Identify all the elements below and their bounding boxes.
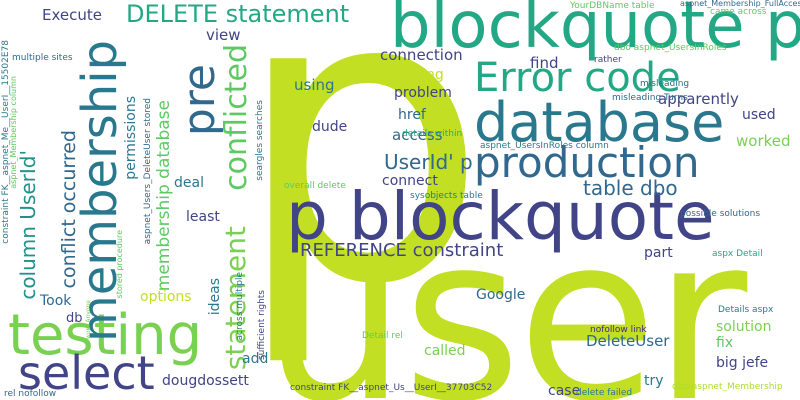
cloud-word: details within xyxy=(402,129,463,139)
cloud-word: Detail rel xyxy=(362,331,403,341)
cloud-word: add xyxy=(242,351,269,367)
cloud-word: Took xyxy=(40,293,72,309)
cloud-word: came across xyxy=(710,7,767,17)
cloud-word: Google xyxy=(476,287,526,303)
cloud-word: Error code xyxy=(474,55,681,101)
cloud-word: misleading Turns xyxy=(612,93,688,103)
cloud-word: permissions xyxy=(123,96,139,180)
cloud-word: across multiple xyxy=(235,272,245,341)
cloud-word: pre xyxy=(174,64,225,137)
cloud-word: p xyxy=(234,0,488,372)
cloud-word: aspx Detail xyxy=(712,249,763,259)
cloud-word: saying xyxy=(398,67,444,83)
cloud-word: sufficient rights xyxy=(257,290,267,361)
cloud-word: REFERENCE constraint xyxy=(300,240,504,261)
cloud-word: overall delete xyxy=(284,181,346,191)
cloud-word: YourDBName table xyxy=(570,1,655,11)
cloud-word: table dbo xyxy=(583,176,678,200)
cloud-word: db xyxy=(66,311,83,326)
cloud-word: connection xyxy=(380,46,463,64)
cloud-word: dude xyxy=(312,119,348,135)
cloud-word: aspnet_Membership_FullAccess role xyxy=(680,0,800,8)
cloud-word: production xyxy=(474,138,700,187)
cloud-word: access xyxy=(392,126,443,144)
cloud-word: href xyxy=(398,107,426,123)
cloud-word: UserId' p xyxy=(384,150,473,174)
cloud-word: membership database xyxy=(154,100,174,292)
cloud-word: worked xyxy=(736,132,791,150)
cloud-word: Execute xyxy=(42,6,102,24)
cloud-word: constraint FK__aspnet_Us__UserI__37703C5… xyxy=(290,383,493,393)
cloud-word: view xyxy=(206,26,241,44)
cloud-word: least xyxy=(186,209,220,225)
cloud-word: apparently xyxy=(658,90,739,108)
cloud-word: sysobjects table xyxy=(410,191,483,201)
cloud-word: nofollow link xyxy=(590,325,647,335)
cloud-word: rel nofollow xyxy=(4,389,57,399)
cloud-word: connect xyxy=(382,173,438,189)
cloud-word: multiple sites xyxy=(12,53,73,63)
cloud-word: possible solutions xyxy=(680,209,761,219)
cloud-word: rather xyxy=(594,55,622,65)
cloud-word: database xyxy=(474,91,725,154)
cloud-word: stored procedure xyxy=(115,230,124,299)
cloud-word: solution xyxy=(716,319,772,335)
cloud-word: select xyxy=(18,346,155,400)
cloud-word: seargles searches xyxy=(255,100,265,181)
cloud-word: p blockquote xyxy=(286,178,715,255)
cloud-word: fix xyxy=(716,335,734,351)
cloud-word: aspnet_UsersInRoles column xyxy=(480,141,609,151)
cloud-word: aspnet_Users_DeleteUser stored xyxy=(143,98,153,245)
cloud-word: ideas xyxy=(207,278,223,316)
cloud-word: options xyxy=(140,289,192,305)
cloud-word: big jefe xyxy=(716,355,769,371)
cloud-word: aspnet_Membership column xyxy=(9,76,18,189)
cloud-word: misleading xyxy=(640,79,690,89)
cloud-word: find xyxy=(530,54,559,72)
cloud-word: column UserId' xyxy=(16,150,40,300)
cloud-word: used xyxy=(742,107,776,123)
cloud-word: dbo aspnet_UsersInRoles xyxy=(614,43,727,53)
cloud-word: work Anyone xyxy=(85,300,92,340)
cloud-word: try xyxy=(644,373,664,389)
cloud-word: DeleteUser xyxy=(586,332,670,350)
cloud-word: user xyxy=(262,186,747,400)
cloud-word: Details aspx xyxy=(718,305,774,315)
cloud-word: using xyxy=(294,76,335,94)
cloud-word: dbo aspnet_Membership xyxy=(672,382,783,392)
cloud-word: blockquote p xyxy=(390,0,800,63)
cloud-word: case xyxy=(548,383,581,399)
cloud-word: called xyxy=(424,343,466,359)
cloud-word: problem xyxy=(394,85,452,101)
cloud-word: dougdossett xyxy=(162,373,249,389)
cloud-word: conflict occurred xyxy=(58,130,80,289)
cloud-word: deal xyxy=(174,175,204,191)
cloud-word: conflicted xyxy=(219,44,254,191)
cloud-word: delete failed xyxy=(576,388,633,398)
cloud-word: part xyxy=(644,245,673,261)
cloud-word: testing xyxy=(8,303,203,368)
cloud-word: DELETE statement xyxy=(126,0,350,28)
